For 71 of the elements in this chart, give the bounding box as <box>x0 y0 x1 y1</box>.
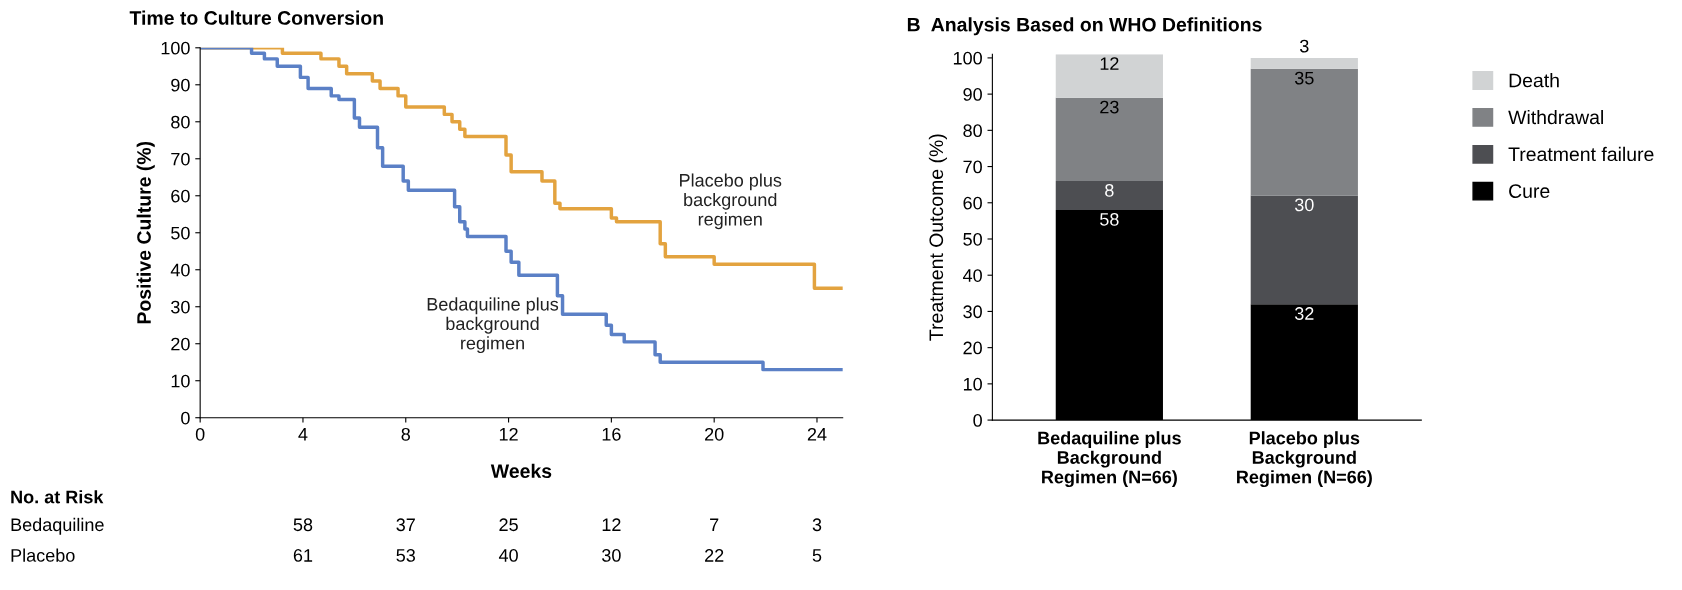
bar <box>1250 68 1358 196</box>
y-tick-label: 0 <box>181 411 190 425</box>
chart-title: B Analysis Based on WHO Definitions <box>907 17 1262 36</box>
text: 25 <box>499 518 518 532</box>
text: Bedaquiline <box>11 517 104 535</box>
text: Placebo <box>11 548 75 562</box>
y-tick-label: 30 <box>171 300 190 314</box>
series-label: Bedaquiline plus background regimen <box>427 297 559 354</box>
y-tick-label: 50 <box>963 232 982 246</box>
text: 12 <box>602 518 621 531</box>
text: 5 <box>812 549 822 562</box>
text: 22 <box>705 549 724 562</box>
y-tick-label: 60 <box>963 196 982 210</box>
text: 3 <box>812 518 822 532</box>
series-label: Placebo plus background regimen <box>680 173 782 230</box>
y-tick-label: 20 <box>171 337 190 351</box>
x-tick-label: 8 <box>401 427 410 441</box>
x-tick-label: 0 <box>195 427 205 441</box>
data-label: 8 <box>1105 183 1114 197</box>
y-axis-title: Treatment Outcome (%) <box>928 134 947 341</box>
y-tick-label: 60 <box>171 189 190 203</box>
text: 58 <box>293 518 313 532</box>
x-tick-label: 4 <box>298 428 308 441</box>
legend-label: Cure <box>1509 184 1550 199</box>
y-tick-label: 10 <box>963 377 982 391</box>
y-axis-title: Positive Culture (%) <box>136 141 155 324</box>
text: 37 <box>396 518 415 532</box>
y-tick-label: 0 <box>973 414 982 427</box>
data-label: 32 <box>1294 307 1314 320</box>
y-tick-label: 50 <box>171 226 190 240</box>
y-tick-label: 100 <box>161 41 190 55</box>
y-tick-label: 10 <box>171 374 190 388</box>
x-axis-title: Weeks <box>490 463 552 478</box>
text: 61 <box>293 549 313 562</box>
data-label: 58 <box>1100 212 1119 226</box>
data-label: 12 <box>1100 57 1119 70</box>
text: 7 <box>710 518 719 531</box>
legend-label: Death <box>1509 73 1559 88</box>
chart-title: Time to Culture Conversion <box>129 10 383 25</box>
x-tick-label: Placebo plus Background Regimen (N=66) <box>1237 431 1372 488</box>
y-tick-label: 80 <box>963 124 982 138</box>
y-tick-label: 40 <box>170 263 190 277</box>
y-tick-label: 70 <box>963 160 982 174</box>
data-label: 23 <box>1100 100 1119 114</box>
legend-label: Withdrawal <box>1508 109 1603 125</box>
x-tick-label: 24 <box>807 427 827 441</box>
y-tick-label: 80 <box>171 115 190 129</box>
bar <box>1250 57 1358 69</box>
data-label: 30 <box>1294 198 1314 212</box>
y-tick-label: 20 <box>963 341 982 355</box>
y-tick-label: 90 <box>171 78 190 92</box>
y-tick-label: 40 <box>962 269 982 282</box>
y-tick-label: 90 <box>963 88 982 101</box>
text: 53 <box>396 549 416 562</box>
x-tick-label: Bedaquiline plus Background Regimen (N=66) <box>1038 431 1181 488</box>
text: No. at Risk <box>11 490 104 504</box>
x-tick-label: 16 <box>602 427 621 441</box>
y-tick-label: 30 <box>963 305 982 319</box>
data-label: 35 <box>1294 71 1314 85</box>
bar <box>1250 195 1358 305</box>
bar <box>1055 181 1163 211</box>
x-tick-label: 12 <box>499 427 518 441</box>
y-tick-label: 70 <box>171 152 190 166</box>
legend-label: Treatment failure <box>1508 146 1654 162</box>
text: 40 <box>498 549 518 562</box>
data-label: 3 <box>1299 39 1309 53</box>
x-tick-label: 20 <box>705 427 724 441</box>
bar <box>1055 54 1163 98</box>
bar <box>1055 97 1163 182</box>
text: 30 <box>602 549 621 562</box>
y-tick-label: 100 <box>953 51 982 65</box>
